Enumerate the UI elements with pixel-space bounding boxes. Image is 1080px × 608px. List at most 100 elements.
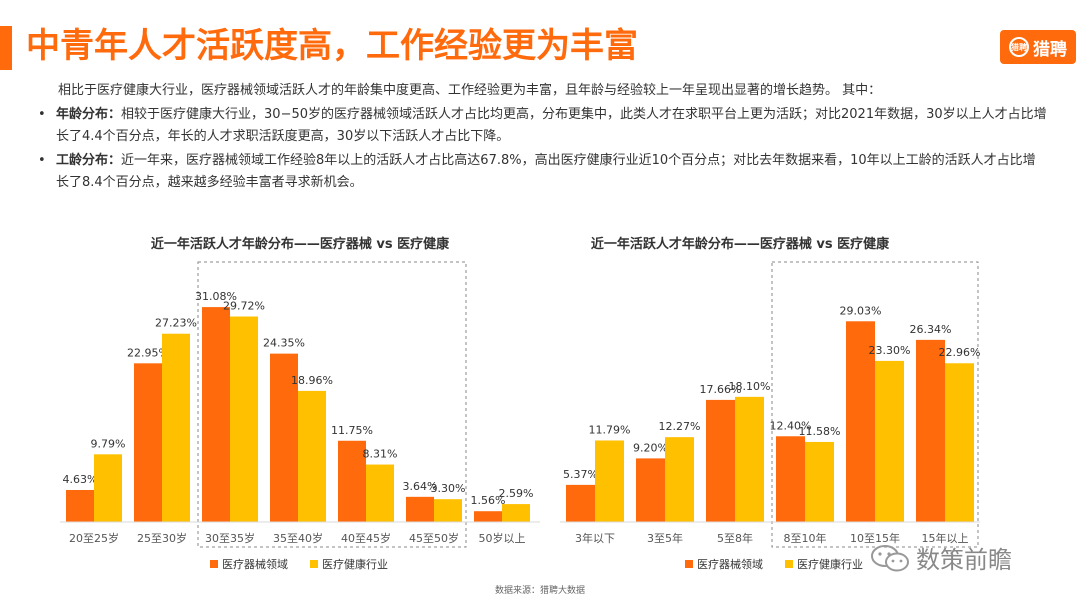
data-label: 3.30% [431, 482, 466, 495]
data-label: 11.79% [589, 423, 631, 436]
data-label: 9.79% [91, 437, 126, 450]
age-distribution-chart: 近一年活跃人才年龄分布——医疗器械 vs 医疗健康 4.63% 9.79% 20至25… [60, 236, 540, 571]
highlight-box [197, 261, 467, 548]
category-label: 8至10年 [784, 531, 827, 545]
watermark: 数策前瞻 [870, 540, 1012, 575]
bullet-tenure: • 工龄分布：近一年来，医疗器械领域工作经验8年以上的活跃人才占比高达67.8%… [38, 150, 1048, 194]
data-label: 9.20% [633, 441, 668, 454]
data-label: 27.23% [155, 317, 197, 330]
bar-healthcare [366, 464, 394, 522]
category-label: 3年以下 [575, 531, 615, 545]
bar-medical-device [916, 339, 945, 522]
data-label: 12.40% [770, 419, 812, 432]
bar-medical-device [270, 353, 298, 522]
legend-swatch [685, 560, 693, 568]
wechat-icon [871, 544, 909, 571]
bar-healthcare [805, 441, 834, 522]
data-source: 数据来源：猎聘大数据 [494, 586, 585, 596]
bar-medical-device [338, 440, 366, 522]
bar-medical-device [566, 484, 595, 522]
bar-healthcare [665, 437, 694, 522]
bar-healthcare [945, 363, 974, 522]
data-label: 18.96% [291, 374, 333, 387]
legend-swatch [210, 560, 218, 568]
category-label: 40至45岁 [341, 531, 391, 545]
category-label: 5至8年 [717, 531, 753, 545]
data-label: 2.59% [499, 487, 534, 500]
data-label: 31.08% [195, 290, 237, 303]
legend-label: 医疗健康行业 [322, 557, 388, 571]
data-label: 4.63% [63, 473, 98, 486]
bullet-list: • 年龄分布：相较于医疗健康大行业，30−50岁的医疗器械领域活跃人才占比均更高… [38, 104, 1048, 196]
bar-medical-device [706, 399, 735, 522]
category-label: 30至35岁 [205, 531, 255, 545]
data-label: 11.75% [331, 424, 373, 437]
bar-medical-device [134, 363, 162, 522]
bullet-keyword: 年龄分布 [56, 107, 109, 122]
highlight-box [771, 261, 979, 548]
liepin-logo-icon: 猎聘 [1009, 37, 1029, 57]
data-label: 8.31% [363, 448, 398, 461]
category-label: 3至5年 [647, 531, 683, 545]
category-label: 45至50岁 [409, 531, 459, 545]
tenure-distribution-chart: 近一年活跃人才年龄分布——医疗器械 vs 医疗健康 5.37% 11.79% 3年以下… [560, 236, 981, 571]
watermark-text: 数策前瞻 [916, 546, 1012, 574]
bar-medical-device [474, 511, 502, 522]
bar-healthcare [162, 333, 190, 522]
data-label: 22.96% [939, 346, 981, 359]
legend-label: 医疗器械领域 [222, 557, 288, 571]
data-label: 12.27% [659, 420, 701, 433]
page-title: 中青年人才活跃度高，工作经验更为丰富 [26, 26, 638, 66]
data-label: 23.30% [869, 344, 911, 357]
bar-healthcare [595, 440, 624, 522]
bullet-text: 相较于医疗健康大行业，30−50岁的医疗器械领域活跃人才占比均更高，分布更集中，… [56, 107, 1047, 144]
chart-title: 近一年活跃人才年龄分布——医疗器械 vs 医疗健康 [151, 236, 450, 252]
bar-healthcare [875, 360, 904, 522]
bullet-separator: ： [108, 107, 122, 122]
bar-healthcare [735, 396, 764, 522]
legend-swatch [310, 560, 318, 568]
data-label: 18.10% [729, 380, 771, 393]
bullet-dot: • [38, 107, 46, 122]
data-label: 22.95% [127, 346, 169, 359]
bullet-age: • 年龄分布：相较于医疗健康大行业，30−50岁的医疗器械领域活跃人才占比均更高… [38, 104, 1048, 148]
liepin-logo: 猎聘 猎聘 [1000, 30, 1076, 64]
bar-healthcare [434, 499, 462, 522]
title-accent-bar [0, 26, 12, 70]
legend-label: 医疗健康行业 [797, 557, 863, 571]
bar-medical-device [66, 489, 94, 522]
data-label: 24.35% [263, 337, 305, 350]
data-label: 11.58% [799, 425, 841, 438]
bullet-dot: • [38, 153, 46, 168]
bar-medical-device [846, 321, 875, 522]
category-label: 35至40岁 [273, 531, 323, 545]
bullet-text: 近一年来，医疗器械领域工作经验8年以上的活跃人才占比高达67.8%，高出医疗健康… [56, 153, 1036, 190]
bar-healthcare [502, 504, 530, 522]
data-label: 5.37% [563, 468, 598, 481]
bar-medical-device [636, 458, 665, 522]
data-label: 17.66% [700, 383, 742, 396]
category-label: 50岁以上 [479, 531, 526, 545]
bar-healthcare [94, 454, 122, 522]
category-label: 10至15年 [850, 531, 900, 545]
legend-swatch [785, 560, 793, 568]
data-label: 3.64% [403, 480, 438, 493]
chart-title: 近一年活跃人才年龄分布——医疗器械 vs 医疗健康 [591, 236, 890, 252]
bullet-keyword: 工龄分布 [56, 153, 109, 168]
legend-label: 医疗器械领域 [697, 557, 763, 571]
category-label: 15年以上 [922, 531, 969, 545]
category-label: 20至25岁 [69, 531, 119, 545]
bullet-separator: ： [108, 153, 122, 168]
data-label: 29.03% [840, 304, 882, 317]
data-label: 26.34% [910, 323, 952, 336]
data-label: 29.72% [223, 300, 265, 313]
intro-paragraph: 相比于医疗健康大行业，医疗器械领域活跃人才的年龄集中度更高、工作经验更为丰富，且… [58, 83, 882, 98]
category-label: 25至30岁 [137, 531, 187, 545]
liepin-logo-text: 猎聘 [1033, 39, 1067, 60]
bar-medical-device [202, 307, 230, 522]
bar-healthcare [230, 316, 258, 522]
bar-medical-device [406, 496, 434, 522]
bar-medical-device [776, 436, 805, 522]
data-label: 1.56% [471, 494, 506, 507]
bar-healthcare [298, 390, 326, 522]
